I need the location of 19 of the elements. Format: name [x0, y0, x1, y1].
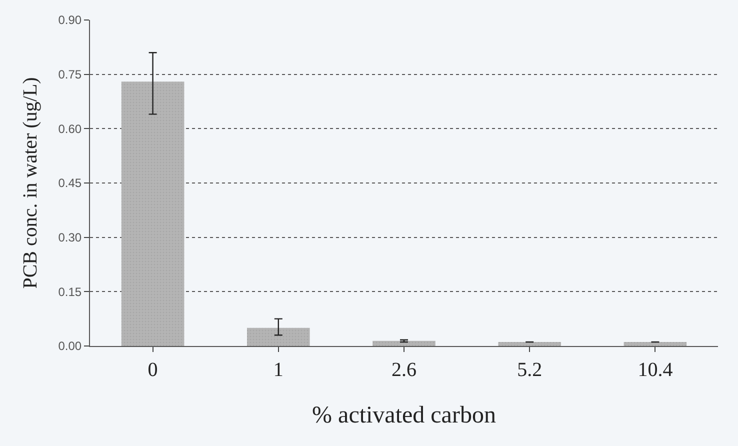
y-tick-label: 0.45 [58, 176, 82, 190]
y-tick-label: 0.30 [58, 230, 82, 245]
x-tick-label: 10.4 [638, 359, 673, 381]
y-tick-label: 0.60 [58, 122, 82, 136]
y-axis-title: PCB conc. in water (ug/L) [20, 77, 42, 289]
y-tick-label: 0.75 [58, 68, 82, 82]
x-tick-label: 5.2 [517, 359, 542, 381]
x-tick-label: 1 [273, 359, 284, 381]
x-tick-label: 2.6 [392, 359, 416, 381]
y-tick-label: 0.15 [58, 284, 82, 299]
bar [372, 340, 436, 346]
bar [121, 82, 184, 346]
x-tick-label: 0 [148, 359, 158, 381]
bar [498, 342, 561, 346]
bar [247, 328, 310, 346]
bar [624, 342, 687, 346]
x-axis-title: % activated carbon [312, 402, 496, 428]
y-tick-label: 0.90 [58, 13, 82, 28]
y-tick-label: 0.00 [58, 339, 82, 354]
